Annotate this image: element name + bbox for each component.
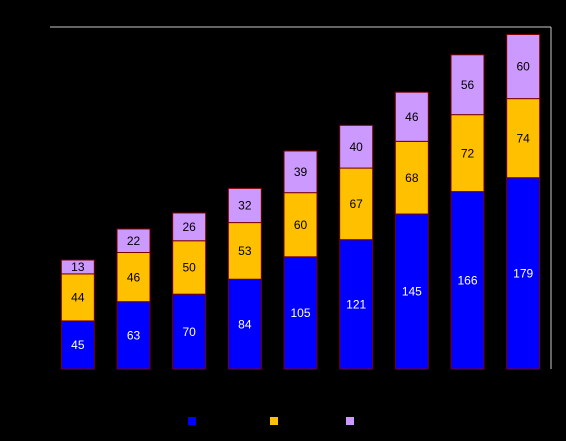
bar-segment-s1-c8 [450, 191, 485, 370]
data-label-s1-c4: 84 [238, 317, 252, 331]
bar-segment-s1-c9 [506, 177, 541, 370]
bar-segment-s1-c5 [283, 256, 318, 370]
data-label-s3-c9: 60 [516, 60, 530, 74]
legend-swatch-s3 [346, 417, 354, 425]
bar-segment-s2-c8 [450, 114, 485, 193]
data-label-s1-c9: 179 [513, 267, 533, 281]
bar-segment-s3-c3 [172, 212, 207, 242]
data-label-s3-c8: 56 [461, 78, 475, 92]
data-label-s3-c6: 40 [349, 140, 363, 154]
bar-segment-s2-c5 [283, 192, 318, 258]
bar-segment-s3-c5 [283, 150, 318, 194]
bar-segment-s2-c9 [506, 98, 541, 179]
bar-segment-s1-c7 [394, 213, 429, 370]
bar-segment-s3-c9 [506, 33, 541, 100]
data-label-s1-c1: 45 [71, 338, 85, 352]
bar-segment-s3-c4 [227, 187, 262, 224]
bars-layer: 45 44 13 63 46 22 70 50 26 84 53 32 105 60 39 121 67 40 14… [60, 33, 541, 370]
bar-segment-s3-c1 [60, 259, 95, 275]
data-label-s2-c3: 50 [182, 261, 196, 275]
bar-segment-s1-c4 [227, 278, 262, 370]
data-label-s3-c3: 26 [182, 220, 196, 234]
data-label-s3-c2: 22 [127, 234, 141, 248]
data-label-s1-c8: 166 [457, 273, 477, 287]
data-label-s3-c7: 46 [405, 110, 419, 124]
legend-swatch-s1 [188, 417, 196, 425]
data-label-s2-c4: 53 [238, 244, 252, 258]
data-label-s1-c5: 105 [290, 306, 310, 320]
data-label-s2-c8: 72 [461, 146, 475, 160]
data-label-s3-c4: 32 [238, 199, 252, 213]
legend [188, 417, 354, 425]
data-label-s1-c6: 121 [346, 298, 366, 312]
data-label-s2-c1: 44 [71, 291, 85, 305]
data-label-s1-c7: 145 [402, 285, 422, 299]
bar-segment-s3-c7 [394, 91, 429, 142]
bar-segment-s3-c2 [116, 228, 151, 254]
data-label-s2-c7: 68 [405, 171, 419, 185]
bar-segment-s3-c6 [339, 124, 374, 169]
data-label-s1-c2: 63 [127, 329, 141, 343]
bar-segment-s3-c8 [450, 54, 485, 116]
bar-segment-s2-c4 [227, 222, 262, 280]
data-label-s1-c3: 70 [182, 325, 196, 339]
data-label-s2-c6: 67 [349, 197, 363, 211]
data-label-s3-c1: 13 [71, 260, 85, 274]
bar-segment-s1-c1 [60, 320, 95, 370]
data-label-s2-c2: 46 [127, 270, 141, 284]
data-label-s2-c9: 74 [516, 131, 530, 145]
data-label-s3-c5: 39 [294, 165, 308, 179]
legend-swatch-s2 [270, 417, 278, 425]
bar-segment-s2-c7 [394, 140, 429, 215]
bar-segment-s1-c3 [172, 293, 207, 370]
data-label-s2-c5: 60 [294, 218, 308, 232]
